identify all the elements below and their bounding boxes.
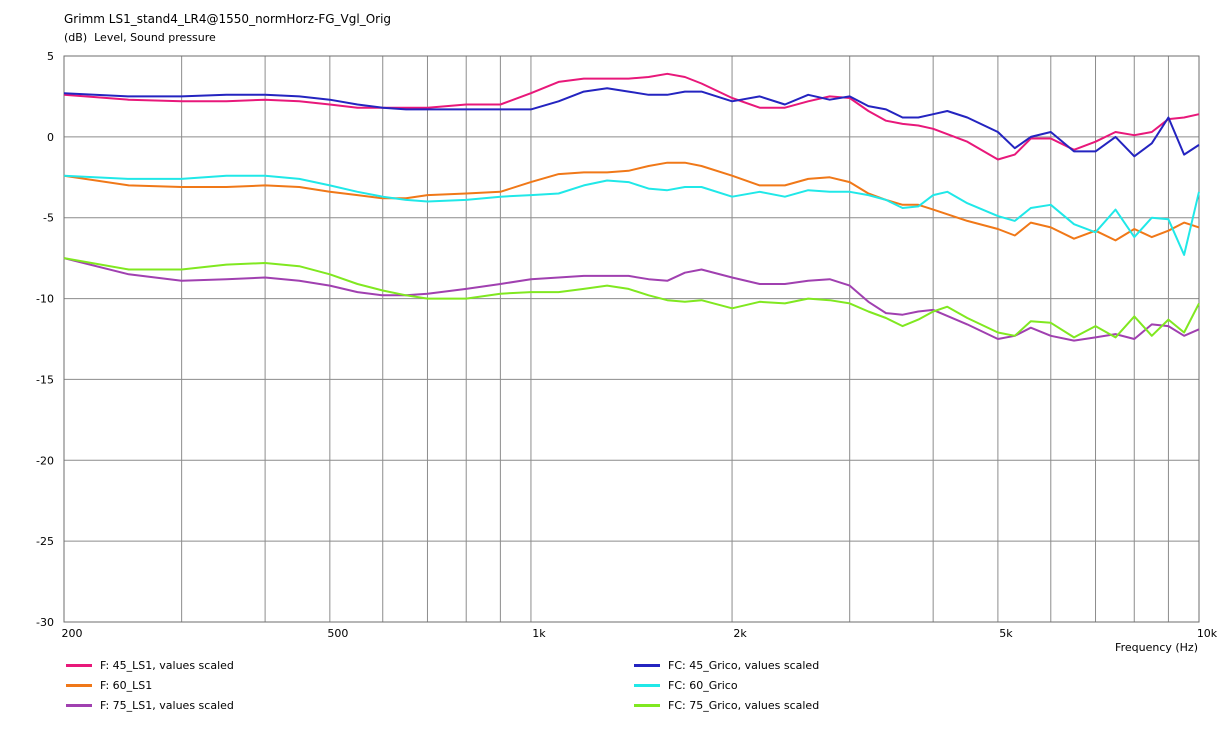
series-line xyxy=(63,174,1200,256)
legend-item: FC: 45_Grico, values scaled xyxy=(634,659,819,672)
y-tick-label: -5 xyxy=(43,212,54,225)
y-axis-label: (dB) Level, Sound pressure xyxy=(64,31,216,44)
legend-label: FC: 75_Grico, values scaled xyxy=(668,699,820,712)
x-tick-label: 1k xyxy=(532,627,546,640)
legend-item: F: 45_LS1, values scaled xyxy=(66,659,234,672)
series-line xyxy=(63,161,1200,242)
legend-swatch xyxy=(66,704,92,707)
y-axis-name: Level, Sound pressure xyxy=(94,31,216,44)
legend-label: F: 75_LS1, values scaled xyxy=(100,699,234,712)
grid xyxy=(63,55,1200,623)
y-tick-label: -10 xyxy=(36,293,54,306)
legend-label: FC: 45_Grico, values scaled xyxy=(668,659,820,672)
legend-item: FC: 60_Grico xyxy=(634,679,738,692)
y-tick-labels: 5 0 -5 -10 -15 -20 -25 -30 xyxy=(36,50,54,629)
legend-label: F: 60_LS1 xyxy=(100,679,153,692)
legend-swatch xyxy=(634,684,660,687)
legend-swatch xyxy=(634,664,660,667)
legend-item: FC: 75_Grico, values scaled xyxy=(634,699,819,712)
y-tick-label: -15 xyxy=(36,373,54,386)
legend-item: F: 60_LS1 xyxy=(66,679,152,692)
x-tick-label: 10k xyxy=(1197,627,1218,640)
series-line xyxy=(63,257,1200,342)
y-tick-label: 0 xyxy=(47,131,54,144)
series-lines xyxy=(63,72,1200,342)
chart-title: Grimm LS1_stand4_LR4@1550_normHorz-FG_Vg… xyxy=(64,12,392,26)
legend-label: FC: 60_Grico xyxy=(668,679,738,692)
x-tick-label: 5k xyxy=(999,627,1013,640)
legend-label: F: 45_LS1, values scaled xyxy=(100,659,234,672)
legend-item: F: 75_LS1, values scaled xyxy=(66,699,234,712)
series-line xyxy=(63,257,1200,339)
legend-swatch xyxy=(66,684,92,687)
y-tick-label: -20 xyxy=(36,454,54,467)
x-tick-labels: 200 500 1k 2k 5k 10k xyxy=(62,627,1218,640)
plot-frame xyxy=(63,55,1200,623)
series-line xyxy=(63,87,1200,158)
y-axis-unit: (dB) xyxy=(64,31,88,44)
x-axis-label: Frequency (Hz) xyxy=(1115,641,1198,654)
x-tick-label: 500 xyxy=(327,627,348,640)
legend-swatch xyxy=(66,664,92,667)
y-tick-label: -25 xyxy=(36,535,54,548)
x-tick-label: 200 xyxy=(62,627,83,640)
y-tick-label: -30 xyxy=(36,616,54,629)
y-tick-label: 5 xyxy=(47,50,54,63)
series-line xyxy=(63,72,1200,161)
x-tick-label: 2k xyxy=(733,627,747,640)
legend-swatch xyxy=(634,704,660,707)
